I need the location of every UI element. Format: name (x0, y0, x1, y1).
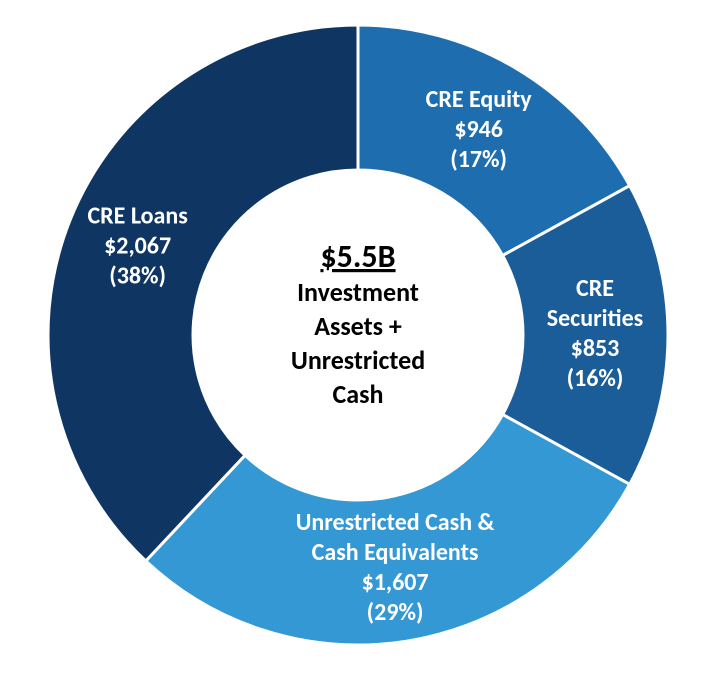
slice-label-line: (16%) (567, 364, 624, 393)
slice-label-line: Securities (547, 304, 643, 333)
slice-label-line: (17%) (450, 145, 507, 174)
donut-svg: CRE Equity$946(17%) CRESecurities$853(16%… (0, 0, 716, 675)
slice-label-line: (29%) (367, 598, 424, 627)
center-line: Unrestricted (291, 344, 425, 376)
donut-chart: CRE Equity$946(17%) CRESecurities$853(16%… (0, 0, 716, 675)
slice-label-line: $1,607 (362, 568, 429, 597)
center-line: Assets + (314, 310, 402, 342)
slice-label-line: CRE Equity (426, 85, 533, 114)
center-line: Investment (297, 276, 419, 308)
slice-label-line: $853 (571, 334, 620, 363)
center-label: $5.5BInvestmentAssets +UnrestrictedCash (291, 237, 425, 410)
center-line: Cash (333, 378, 384, 410)
slice-label-line: Cash Equivalents (312, 538, 479, 567)
slice-label-line: Unrestricted Cash & (296, 508, 495, 537)
slice-label-line: CRE Loans (87, 202, 187, 231)
slice-label-line: CRE (576, 274, 614, 303)
slice-label-line: $2,067 (104, 232, 171, 261)
center-total: $5.5B (320, 237, 395, 276)
slice-label-line: $946 (454, 115, 503, 144)
slice-label-line: (38%) (109, 262, 166, 291)
